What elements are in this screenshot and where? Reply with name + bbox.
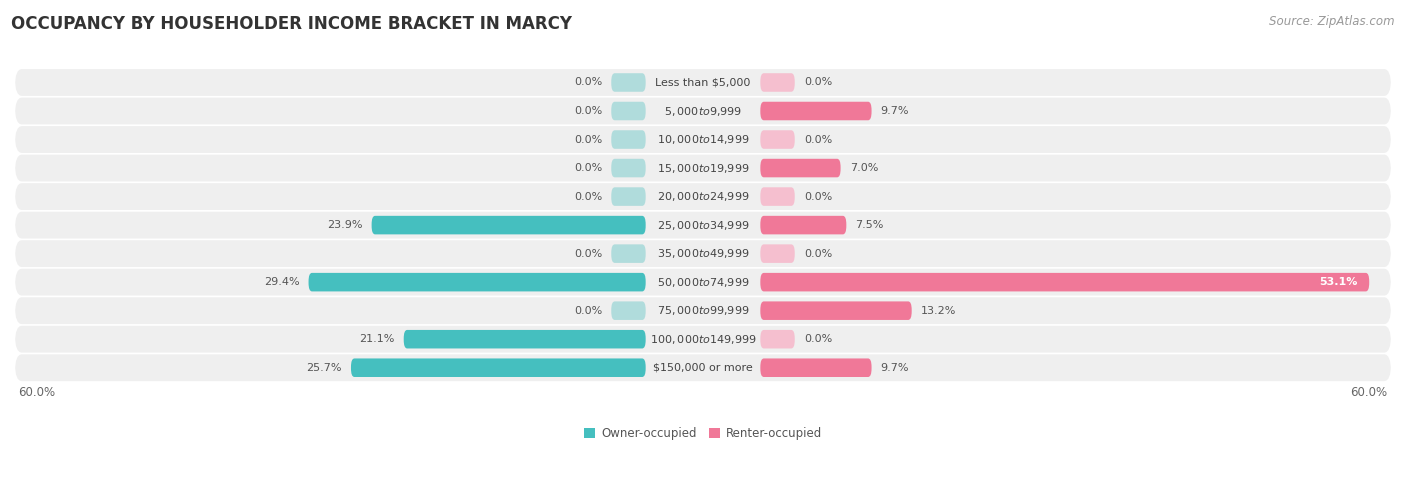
Text: 0.0%: 0.0% (574, 306, 602, 316)
Text: 60.0%: 60.0% (1350, 386, 1388, 399)
Text: 0.0%: 0.0% (804, 334, 832, 344)
FancyBboxPatch shape (15, 355, 1391, 381)
Text: $100,000 to $149,999: $100,000 to $149,999 (650, 333, 756, 346)
FancyBboxPatch shape (761, 187, 794, 206)
Text: $15,000 to $19,999: $15,000 to $19,999 (657, 162, 749, 174)
FancyBboxPatch shape (15, 297, 1391, 324)
FancyBboxPatch shape (15, 155, 1391, 182)
Text: 9.7%: 9.7% (880, 106, 910, 116)
Text: 0.0%: 0.0% (574, 191, 602, 202)
Text: 9.7%: 9.7% (880, 363, 910, 373)
FancyBboxPatch shape (371, 216, 645, 234)
Text: 0.0%: 0.0% (804, 134, 832, 145)
Text: OCCUPANCY BY HOUSEHOLDER INCOME BRACKET IN MARCY: OCCUPANCY BY HOUSEHOLDER INCOME BRACKET … (11, 15, 572, 33)
Text: 29.4%: 29.4% (264, 277, 299, 287)
FancyBboxPatch shape (761, 159, 841, 177)
FancyBboxPatch shape (761, 330, 794, 349)
FancyBboxPatch shape (612, 159, 645, 177)
FancyBboxPatch shape (15, 69, 1391, 96)
Text: 7.5%: 7.5% (855, 220, 884, 230)
FancyBboxPatch shape (15, 326, 1391, 353)
Text: 0.0%: 0.0% (574, 77, 602, 88)
FancyBboxPatch shape (15, 240, 1391, 267)
FancyBboxPatch shape (15, 183, 1391, 210)
Text: Less than $5,000: Less than $5,000 (655, 77, 751, 88)
FancyBboxPatch shape (761, 216, 846, 234)
FancyBboxPatch shape (308, 273, 645, 291)
Text: 60.0%: 60.0% (18, 386, 56, 399)
Text: 13.2%: 13.2% (921, 306, 956, 316)
FancyBboxPatch shape (612, 244, 645, 263)
Text: $75,000 to $99,999: $75,000 to $99,999 (657, 304, 749, 317)
Text: $5,000 to $9,999: $5,000 to $9,999 (664, 105, 742, 117)
FancyBboxPatch shape (761, 273, 1369, 291)
FancyBboxPatch shape (761, 130, 794, 149)
FancyBboxPatch shape (404, 330, 645, 349)
Text: $35,000 to $49,999: $35,000 to $49,999 (657, 247, 749, 260)
Text: $10,000 to $14,999: $10,000 to $14,999 (657, 133, 749, 146)
FancyBboxPatch shape (15, 269, 1391, 296)
FancyBboxPatch shape (612, 102, 645, 120)
Text: 21.1%: 21.1% (359, 334, 395, 344)
FancyBboxPatch shape (612, 301, 645, 320)
Text: $25,000 to $34,999: $25,000 to $34,999 (657, 219, 749, 232)
FancyBboxPatch shape (15, 126, 1391, 153)
FancyBboxPatch shape (15, 97, 1391, 124)
Text: 25.7%: 25.7% (307, 363, 342, 373)
FancyBboxPatch shape (761, 102, 872, 120)
Text: 0.0%: 0.0% (574, 106, 602, 116)
FancyBboxPatch shape (612, 130, 645, 149)
FancyBboxPatch shape (15, 212, 1391, 239)
FancyBboxPatch shape (761, 358, 872, 377)
Text: 0.0%: 0.0% (574, 249, 602, 259)
Text: 0.0%: 0.0% (804, 249, 832, 259)
Text: $150,000 or more: $150,000 or more (654, 363, 752, 373)
Legend: Owner-occupied, Renter-occupied: Owner-occupied, Renter-occupied (579, 422, 827, 445)
Text: 7.0%: 7.0% (849, 163, 879, 173)
FancyBboxPatch shape (761, 73, 794, 92)
Text: 0.0%: 0.0% (804, 77, 832, 88)
Text: 0.0%: 0.0% (804, 191, 832, 202)
FancyBboxPatch shape (761, 244, 794, 263)
FancyBboxPatch shape (612, 187, 645, 206)
Text: 0.0%: 0.0% (574, 134, 602, 145)
Text: $20,000 to $24,999: $20,000 to $24,999 (657, 190, 749, 203)
FancyBboxPatch shape (612, 73, 645, 92)
FancyBboxPatch shape (761, 301, 911, 320)
Text: 53.1%: 53.1% (1319, 277, 1358, 287)
Text: $50,000 to $74,999: $50,000 to $74,999 (657, 276, 749, 289)
Text: 23.9%: 23.9% (328, 220, 363, 230)
Text: Source: ZipAtlas.com: Source: ZipAtlas.com (1270, 15, 1395, 28)
FancyBboxPatch shape (352, 358, 645, 377)
Text: 0.0%: 0.0% (574, 163, 602, 173)
